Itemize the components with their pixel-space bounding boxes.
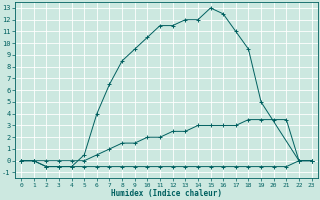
X-axis label: Humidex (Indice chaleur): Humidex (Indice chaleur) <box>111 189 222 198</box>
